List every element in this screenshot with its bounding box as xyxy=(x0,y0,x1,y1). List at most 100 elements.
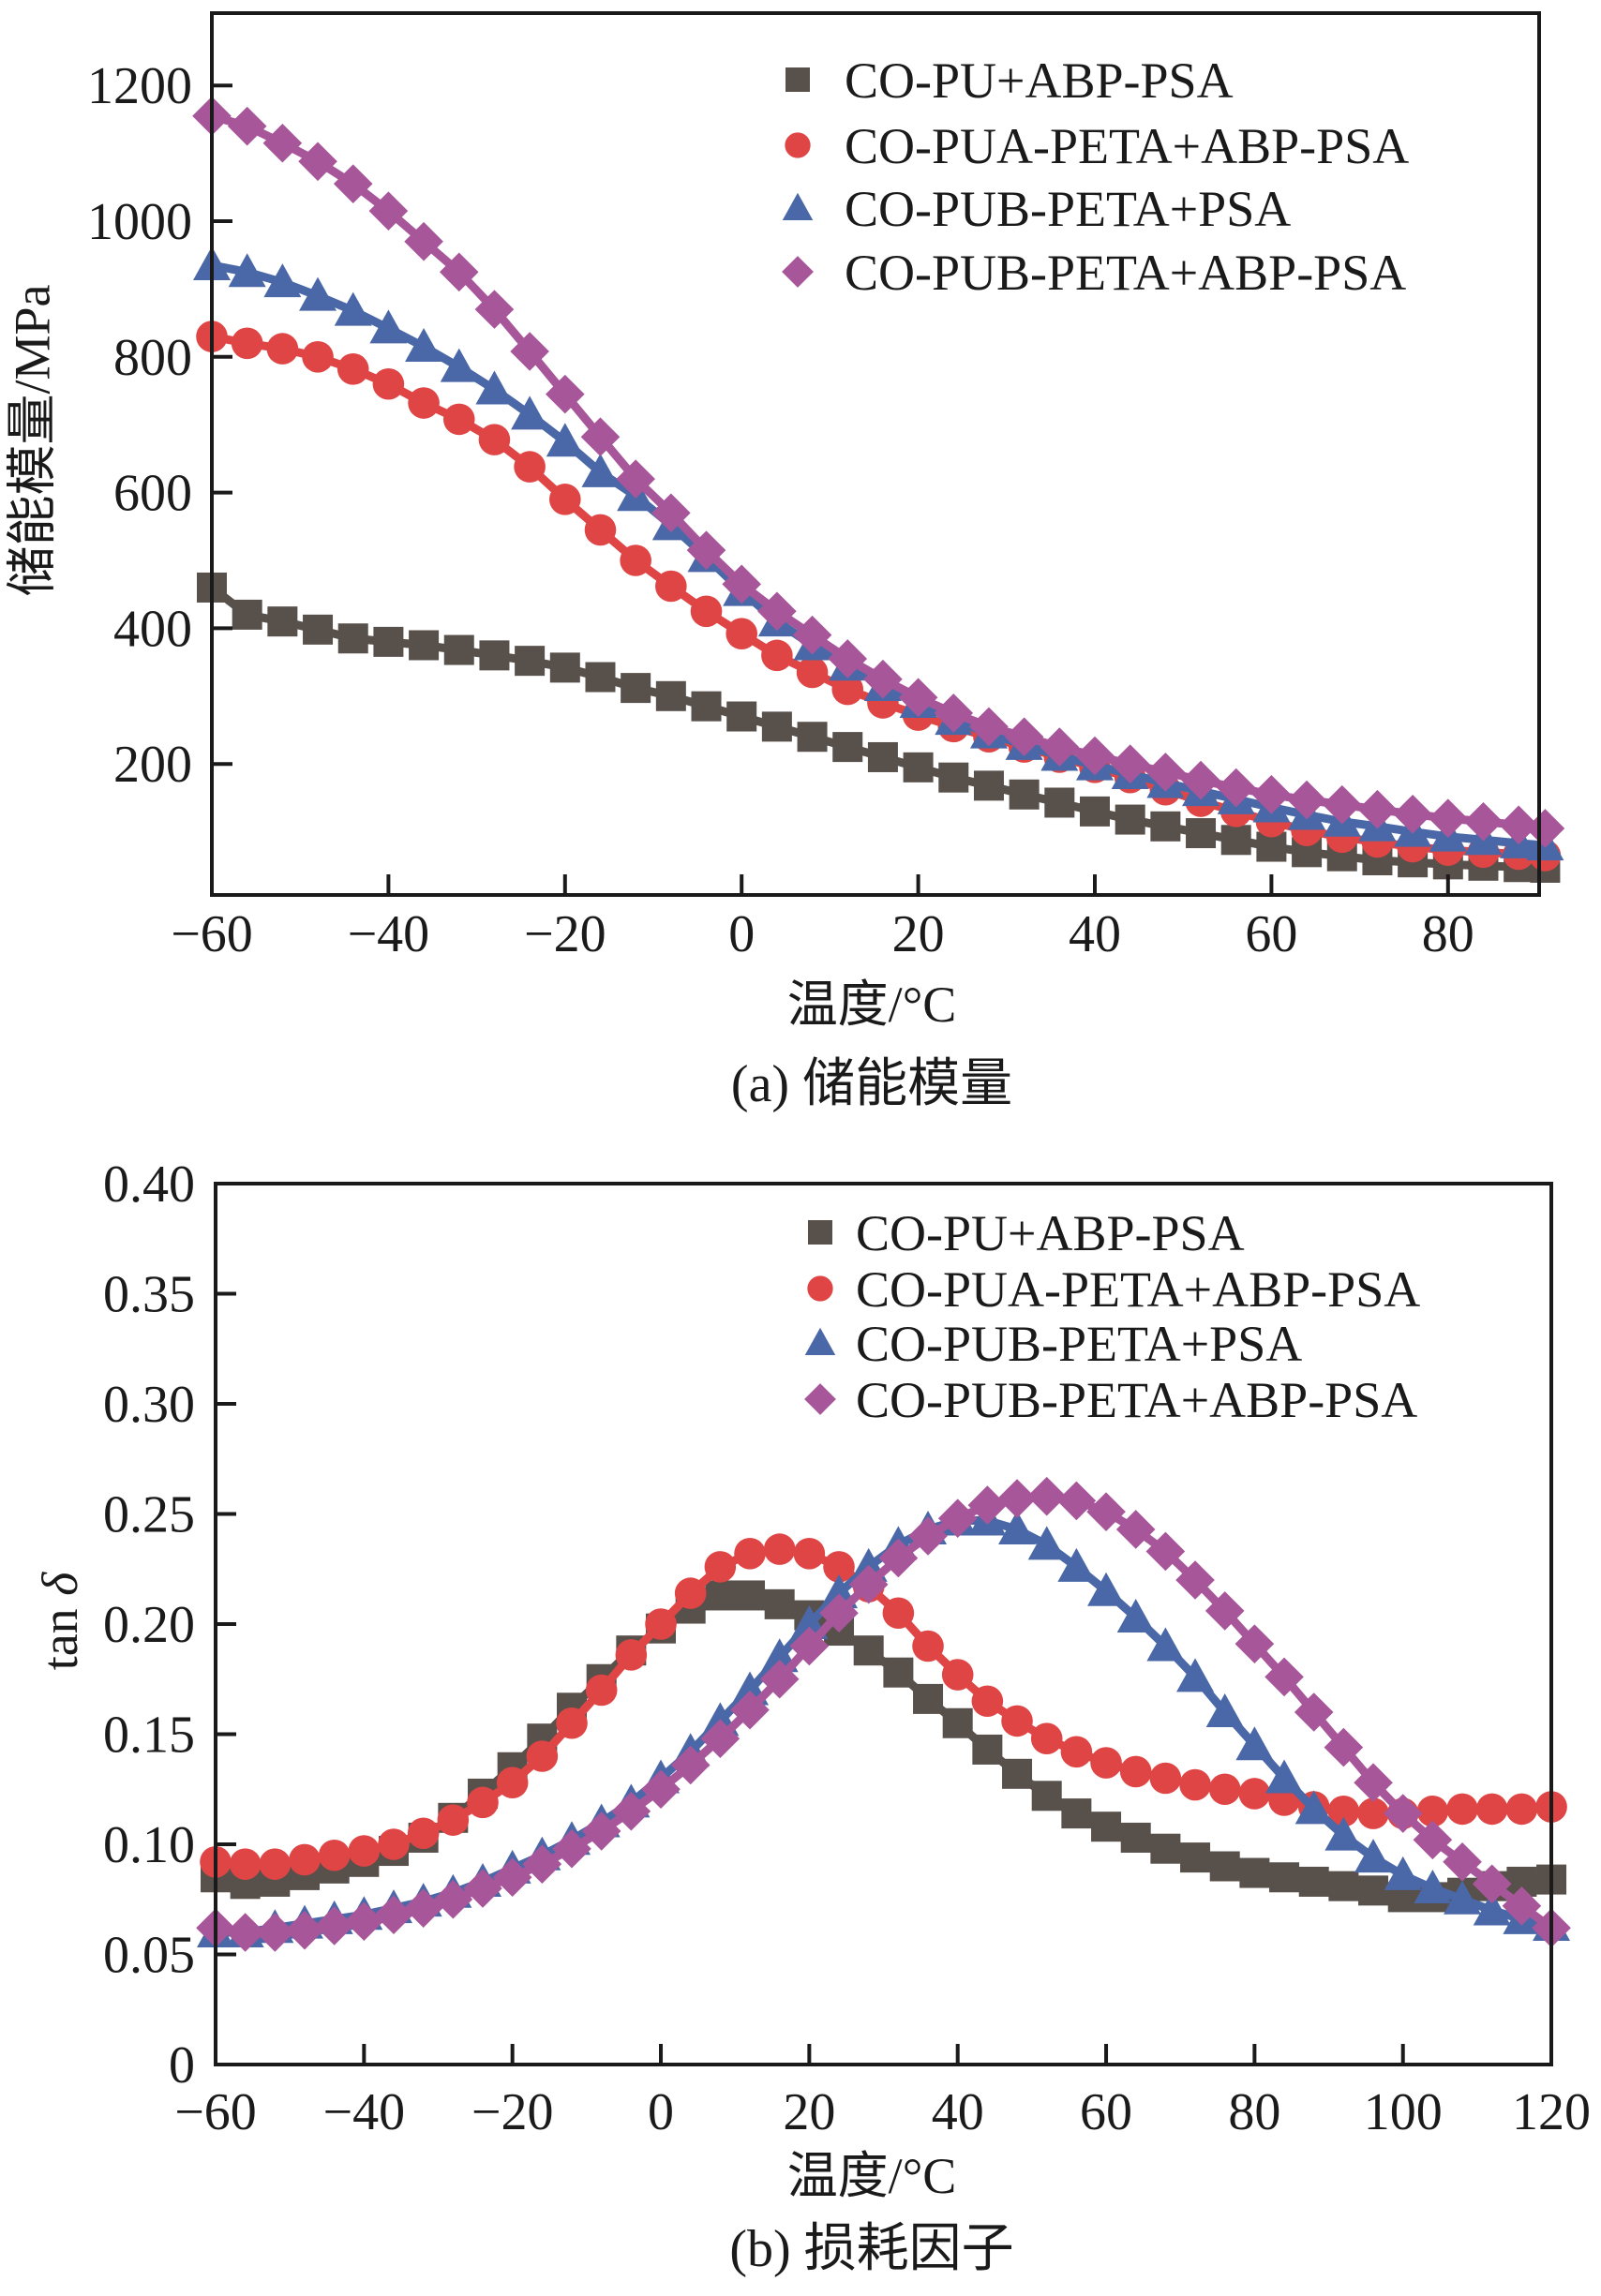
y-tick-label: 0.10 xyxy=(103,1816,195,1874)
data-point xyxy=(1220,825,1251,856)
data-point xyxy=(259,1848,292,1880)
y-tick-label: 800 xyxy=(113,329,192,387)
data-point xyxy=(1040,727,1080,767)
data-point xyxy=(556,1707,588,1739)
data-point xyxy=(1119,1755,1152,1788)
legend-label: CO-PU+ABP-PSA xyxy=(845,52,1234,109)
data-point xyxy=(828,639,868,678)
y-tick-label: 0.40 xyxy=(103,1155,195,1214)
data-point xyxy=(463,1869,502,1908)
data-point xyxy=(730,1690,770,1730)
data-point xyxy=(1044,787,1075,818)
data-point xyxy=(1416,1795,1449,1827)
data-point xyxy=(700,1719,741,1758)
data-point xyxy=(442,403,475,436)
y-tick-label: 0.20 xyxy=(103,1596,195,1654)
data-point xyxy=(1502,1886,1542,1926)
data-point xyxy=(1294,1790,1333,1825)
data-point xyxy=(348,1835,381,1867)
data-point xyxy=(581,1811,621,1851)
data-point xyxy=(691,691,722,722)
data-point xyxy=(934,693,974,733)
data-point xyxy=(796,656,829,689)
legend-item: CO-PU+ABP-PSA xyxy=(808,1205,1245,1261)
data-point xyxy=(734,1538,766,1570)
data-point xyxy=(937,1498,978,1538)
legend-item: CO-PUB-PETA+ABP-PSA xyxy=(782,245,1406,301)
data-point xyxy=(967,1485,1008,1525)
data-point xyxy=(552,1828,591,1869)
data-point xyxy=(440,348,478,382)
data-point xyxy=(863,659,903,699)
data-point xyxy=(941,1659,974,1691)
data-point xyxy=(1443,1842,1482,1882)
y-tick-label: 400 xyxy=(113,600,192,658)
data-point xyxy=(1209,1851,1240,1882)
x-tick-label: 40 xyxy=(1069,905,1121,963)
data-point xyxy=(1239,1857,1270,1888)
legend-item: CO-PUA-PETA+ABP-PSA xyxy=(807,1261,1420,1318)
y-tick-label: 0.30 xyxy=(103,1376,195,1434)
data-point xyxy=(1026,1476,1067,1516)
data-point xyxy=(878,1538,919,1578)
legend-label: CO-PUB-PETA+PSA xyxy=(845,181,1291,237)
data-point xyxy=(1384,1856,1422,1890)
data-point xyxy=(514,451,546,483)
data-point xyxy=(1110,744,1150,783)
data-point xyxy=(1086,1492,1126,1531)
data-point xyxy=(1027,1526,1066,1560)
x-tick-label: 80 xyxy=(1422,905,1474,963)
data-point xyxy=(510,332,549,371)
data-point xyxy=(882,1597,915,1630)
panel-storage-modulus: −60 −40 −20 0 20 40 60 80 200 400 600 800 1000 1200 C… xyxy=(4,11,1565,1113)
data-point xyxy=(1009,779,1040,810)
data-point xyxy=(726,701,757,732)
data-point xyxy=(1149,1762,1182,1795)
data-point xyxy=(298,142,337,182)
y-tick-label: 1200 xyxy=(87,57,192,115)
x-tick-label: 40 xyxy=(932,2083,984,2141)
data-point xyxy=(1287,780,1326,820)
y-tick-label: 600 xyxy=(113,465,192,523)
data-point xyxy=(479,640,510,671)
data-point xyxy=(1251,774,1292,814)
x-tick-label: −60 xyxy=(174,2083,257,2141)
data-point xyxy=(620,544,651,576)
data-point xyxy=(337,353,369,385)
data-point xyxy=(942,1707,973,1738)
data-point xyxy=(705,1580,736,1611)
data-point xyxy=(1324,1816,1363,1851)
data-point xyxy=(467,1786,499,1819)
series-co-pub-peta-abp-psa xyxy=(192,96,1565,848)
data-point xyxy=(898,678,938,718)
data-point xyxy=(1145,753,1186,792)
data-point xyxy=(797,722,828,753)
data-point xyxy=(1150,1833,1181,1864)
data-point xyxy=(1358,1875,1389,1906)
data-point xyxy=(686,530,726,570)
data-point xyxy=(1205,1693,1244,1727)
data-point xyxy=(334,291,372,326)
data-point xyxy=(1472,1864,1512,1904)
y-tick-label: 1000 xyxy=(87,193,192,251)
data-point xyxy=(757,591,797,632)
data-point xyxy=(674,1577,707,1609)
legend-item: CO-PUB-PETA+PSA xyxy=(782,181,1291,237)
y-axis-label: 储能模量/MPa xyxy=(4,284,60,596)
x-tick-label: 80 xyxy=(1228,2083,1280,2141)
data-point xyxy=(337,623,368,654)
x-tick-label: 60 xyxy=(1080,2083,1132,2141)
data-point xyxy=(267,606,298,637)
data-point xyxy=(433,1879,473,1919)
data-point xyxy=(496,1767,529,1798)
data-point xyxy=(1176,1658,1215,1692)
data-point xyxy=(404,221,443,261)
data-point xyxy=(867,741,898,772)
data-point xyxy=(318,1839,351,1871)
data-point xyxy=(853,1635,884,1666)
data-point xyxy=(1145,1531,1186,1572)
data-point xyxy=(1001,1705,1033,1737)
data-point xyxy=(1234,1624,1275,1663)
data-point xyxy=(314,1906,354,1946)
